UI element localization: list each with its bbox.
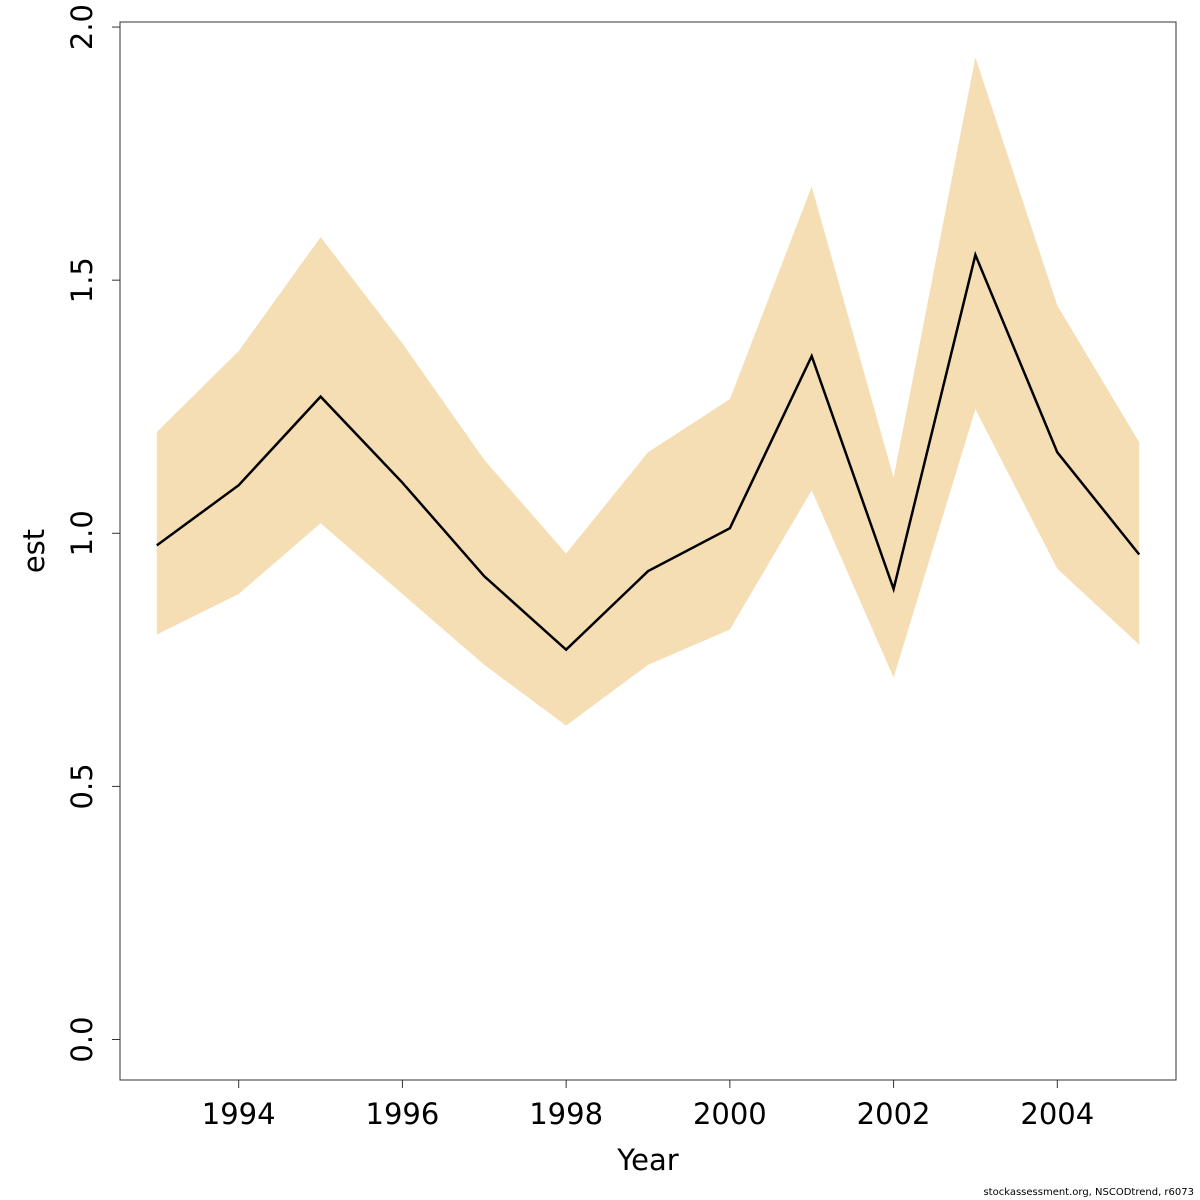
confidence-band [156, 57, 1140, 726]
x-tick-label: 2002 [857, 1097, 931, 1131]
x-axis-label: Year [616, 1143, 678, 1177]
y-tick-label: 0.5 [65, 763, 99, 809]
estimate-line [156, 250, 1141, 652]
footer-credit: stockassessment.org, NSCODtrend, r6073 [983, 1187, 1194, 1198]
x-tick-label: 1996 [366, 1097, 440, 1131]
y-axis-label: est [17, 529, 51, 573]
x-tick-label: 2000 [693, 1097, 767, 1131]
x-tick-label: 2004 [1020, 1097, 1094, 1131]
plot-frame [119, 21, 1177, 1081]
y-tick-label: 1.0 [65, 510, 99, 556]
x-tick-label: 1994 [202, 1097, 276, 1131]
x-tick-label: 1998 [529, 1097, 603, 1131]
y-tick-label: 0.0 [65, 1016, 99, 1062]
y-tick-label: 2.0 [65, 4, 99, 50]
y-tick-label: 1.5 [65, 257, 99, 303]
